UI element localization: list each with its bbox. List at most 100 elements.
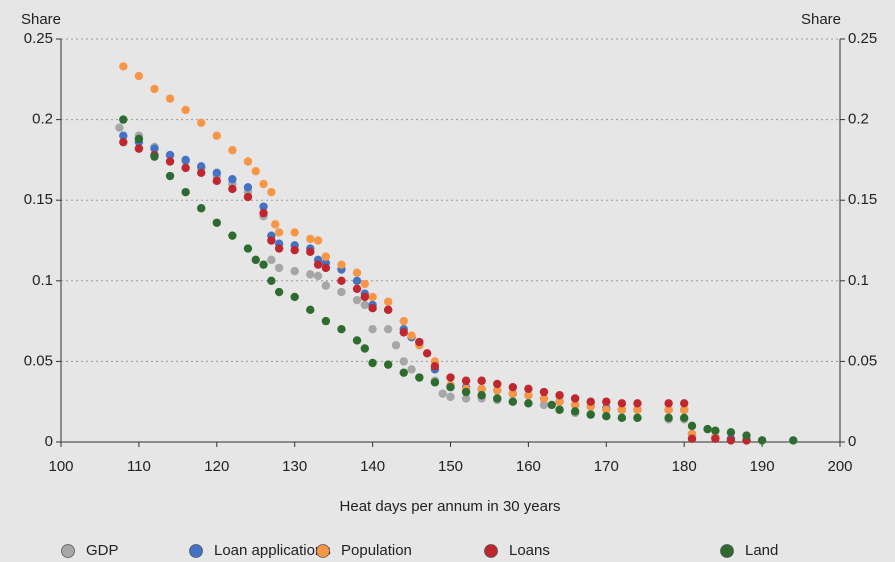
- point: [368, 324, 377, 334]
- point: [212, 176, 221, 186]
- point: [633, 413, 642, 423]
- point: [274, 244, 284, 253]
- point: [461, 387, 471, 397]
- point: [477, 384, 486, 394]
- y-tick-label: 0: [45, 433, 53, 450]
- y2-tick-label: 0.25: [848, 30, 877, 47]
- point: [165, 94, 175, 103]
- point: [446, 373, 455, 382]
- point: [477, 391, 486, 400]
- point: [383, 324, 393, 334]
- legend-label: GDP: [86, 542, 119, 559]
- point: [274, 263, 284, 273]
- point: [680, 413, 689, 423]
- point: [461, 376, 471, 385]
- point: [267, 236, 276, 245]
- legend-label: Loan applications: [214, 542, 331, 559]
- point: [181, 187, 190, 197]
- point: [119, 115, 128, 124]
- point: [617, 405, 627, 414]
- point: [134, 134, 144, 144]
- y2-tick-label: 0.15: [848, 191, 877, 208]
- point: [570, 400, 580, 410]
- point: [360, 279, 370, 289]
- point: [212, 131, 221, 140]
- point: [321, 281, 331, 290]
- point: [267, 255, 276, 265]
- point: [617, 413, 627, 423]
- point: [586, 397, 595, 406]
- point: [251, 255, 260, 265]
- point: [259, 208, 268, 218]
- point: [228, 146, 237, 155]
- point: [290, 228, 299, 237]
- x-tick-label: 180: [672, 458, 697, 475]
- legend-marker: [484, 544, 498, 558]
- point: [228, 184, 237, 194]
- point: [352, 276, 362, 285]
- point: [399, 368, 408, 377]
- point: [119, 62, 128, 71]
- y2-axis-label: Share: [801, 11, 841, 28]
- x-axis-label: Heat days per annum in 30 years: [340, 498, 561, 515]
- point: [368, 292, 377, 302]
- y-tick-label: 0.2: [32, 111, 53, 128]
- point: [337, 324, 346, 334]
- point: [197, 168, 206, 177]
- point: [119, 131, 128, 140]
- point: [259, 202, 268, 211]
- point: [165, 171, 175, 181]
- point: [726, 428, 736, 437]
- point: [711, 426, 720, 435]
- point: [407, 365, 416, 374]
- point: [726, 436, 736, 445]
- point: [680, 405, 689, 414]
- x-tick-label: 150: [438, 458, 463, 475]
- point: [150, 84, 159, 94]
- point: [134, 144, 144, 153]
- point: [477, 376, 486, 385]
- legend-marker: [720, 544, 734, 558]
- point: [228, 175, 237, 184]
- point: [430, 362, 440, 371]
- point: [493, 379, 502, 389]
- y-tick-label: 0.25: [24, 30, 53, 47]
- legend-marker: [316, 544, 330, 558]
- point: [430, 378, 440, 387]
- point: [119, 137, 128, 147]
- point: [352, 268, 362, 277]
- point: [360, 344, 370, 353]
- point: [313, 260, 323, 269]
- point: [789, 436, 798, 445]
- point: [165, 150, 175, 160]
- point: [337, 276, 346, 285]
- point: [664, 413, 673, 423]
- point: [461, 394, 471, 403]
- point: [555, 397, 564, 406]
- point: [150, 152, 159, 161]
- point: [742, 431, 751, 440]
- point: [313, 236, 323, 245]
- point: [415, 337, 424, 347]
- point: [165, 157, 175, 166]
- point: [360, 300, 370, 310]
- point: [602, 412, 611, 421]
- point: [508, 397, 518, 406]
- point: [664, 405, 673, 414]
- point: [524, 399, 533, 408]
- y2-tick-label: 0.05: [848, 352, 877, 369]
- point: [539, 400, 549, 410]
- x-tick-label: 110: [127, 458, 151, 475]
- x-tick-label: 140: [360, 458, 385, 475]
- legend-marker: [61, 544, 75, 558]
- point: [383, 305, 393, 315]
- point: [383, 360, 393, 369]
- point: [352, 295, 362, 305]
- point: [306, 247, 315, 256]
- point: [547, 400, 556, 410]
- point: [508, 389, 518, 398]
- point: [422, 349, 432, 358]
- point: [212, 218, 221, 227]
- point: [243, 183, 253, 192]
